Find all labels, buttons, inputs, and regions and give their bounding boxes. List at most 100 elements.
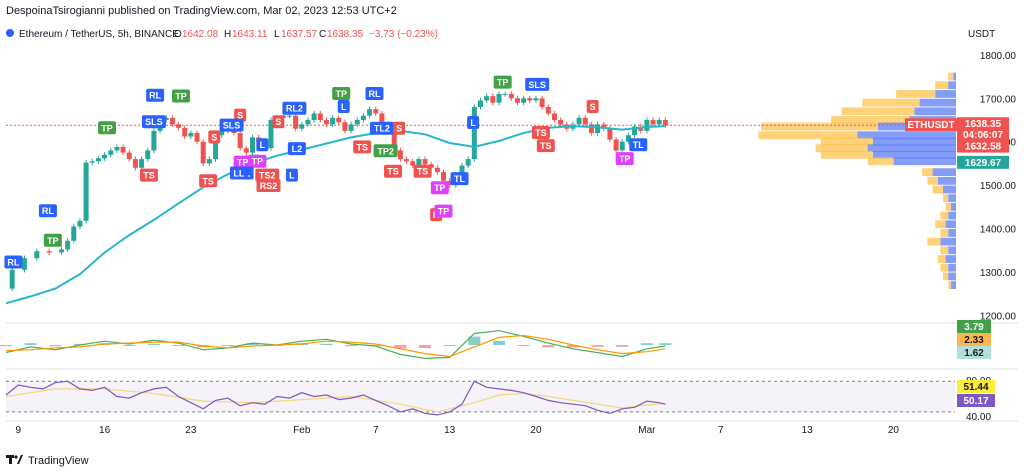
signal-marker[interactable]: TP xyxy=(172,89,191,103)
signal-marker[interactable]: TS2 xyxy=(255,168,280,182)
signal-marker[interactable]: TP xyxy=(248,154,267,168)
signal-marker[interactable]: L xyxy=(337,99,350,113)
signal-marker[interactable]: TS xyxy=(413,164,432,178)
candle[interactable] xyxy=(496,93,502,103)
candle[interactable] xyxy=(77,220,83,227)
candle[interactable] xyxy=(169,117,175,125)
candle[interactable] xyxy=(502,93,508,95)
candle[interactable] xyxy=(194,133,200,142)
candle[interactable] xyxy=(65,240,71,250)
candle[interactable] xyxy=(373,109,379,114)
macd-pane[interactable]: 3.79 2.33 1.62 xyxy=(0,320,991,360)
candle[interactable] xyxy=(447,180,453,186)
candle[interactable] xyxy=(632,126,638,136)
signal-marker[interactable]: TP xyxy=(430,181,449,195)
candle[interactable] xyxy=(305,120,311,125)
candle[interactable] xyxy=(21,258,27,270)
candle[interactable] xyxy=(588,124,594,134)
signal-marker[interactable]: TS xyxy=(531,126,550,140)
candle[interactable] xyxy=(638,126,644,131)
signal-marker[interactable]: TP xyxy=(493,75,512,89)
signal-marker[interactable]: SLS xyxy=(219,118,244,132)
signal-marker[interactable]: RL xyxy=(146,88,165,102)
candle[interactable] xyxy=(237,133,243,149)
signal-marker[interactable]: TP xyxy=(615,152,634,166)
candle[interactable] xyxy=(471,106,477,160)
candle[interactable] xyxy=(650,120,656,125)
candle[interactable] xyxy=(558,120,564,125)
candle[interactable] xyxy=(576,117,582,125)
signal-marker[interactable]: S xyxy=(208,130,221,144)
candle[interactable] xyxy=(46,251,52,253)
candle[interactable] xyxy=(9,269,15,289)
candle[interactable] xyxy=(490,96,496,103)
candle[interactable] xyxy=(625,135,631,142)
candle[interactable] xyxy=(539,98,545,107)
candle[interactable] xyxy=(200,141,206,164)
candle[interactable] xyxy=(151,130,157,151)
candle[interactable] xyxy=(379,113,385,125)
signal-marker[interactable]: TP xyxy=(434,204,453,218)
candle[interactable] xyxy=(465,159,471,166)
candle[interactable] xyxy=(249,137,255,153)
candle[interactable] xyxy=(404,159,410,162)
candle[interactable] xyxy=(662,120,668,126)
signal-marker[interactable]: TP2 xyxy=(373,144,398,158)
candle[interactable] xyxy=(89,161,95,163)
signal-marker[interactable]: SLS xyxy=(141,115,166,129)
signal-marker[interactable]: TS xyxy=(353,140,372,154)
candle[interactable] xyxy=(410,161,416,166)
candle[interactable] xyxy=(206,159,212,164)
signal-marker[interactable]: TP xyxy=(332,86,351,100)
candle[interactable] xyxy=(607,128,613,140)
candle[interactable] xyxy=(434,167,440,173)
candle[interactable] xyxy=(108,150,114,155)
signal-marker[interactable]: S xyxy=(586,99,599,113)
signal-marker[interactable]: LL xyxy=(229,166,248,180)
candle[interactable] xyxy=(367,109,373,116)
signal-marker[interactable]: L xyxy=(467,116,480,130)
signal-marker[interactable]: TL2 xyxy=(369,121,394,135)
candle[interactable] xyxy=(293,115,299,129)
candle[interactable] xyxy=(317,113,323,121)
signal-marker[interactable]: TP xyxy=(43,233,62,247)
candle[interactable] xyxy=(644,120,650,131)
candle[interactable] xyxy=(336,117,342,123)
signal-marker[interactable]: TL xyxy=(450,172,469,186)
candle[interactable] xyxy=(120,146,126,153)
candle[interactable] xyxy=(514,98,520,103)
candle[interactable] xyxy=(323,120,329,125)
candle[interactable] xyxy=(132,159,138,168)
signal-marker[interactable]: TS xyxy=(199,174,218,188)
candle[interactable] xyxy=(582,117,588,125)
candle[interactable] xyxy=(311,113,317,121)
candle[interactable] xyxy=(219,130,225,136)
candle[interactable] xyxy=(126,152,132,160)
candle[interactable] xyxy=(422,159,428,165)
signal-marker[interactable]: TP xyxy=(98,121,117,135)
candle[interactable] xyxy=(484,96,490,101)
signal-marker[interactable]: RL xyxy=(4,255,23,269)
tradingview-logo[interactable]: TradingView xyxy=(6,455,89,467)
candle[interactable] xyxy=(545,106,551,114)
signal-marker[interactable]: RL xyxy=(38,204,57,218)
signal-marker[interactable]: RL xyxy=(365,86,384,100)
candle[interactable] xyxy=(656,120,662,125)
candle[interactable] xyxy=(330,117,336,125)
candle[interactable] xyxy=(145,150,151,160)
candle[interactable] xyxy=(601,124,607,129)
candle[interactable] xyxy=(102,154,108,159)
candle[interactable] xyxy=(176,124,182,128)
signal-marker[interactable]: RS2 xyxy=(256,179,281,193)
signal-marker[interactable]: S xyxy=(393,121,406,135)
candle[interactable] xyxy=(188,133,194,137)
candle[interactable] xyxy=(527,98,533,101)
signal-marker[interactable]: L xyxy=(256,138,269,152)
candle[interactable] xyxy=(268,120,274,149)
signal-marker[interactable]: L xyxy=(285,168,298,182)
candle[interactable] xyxy=(459,165,465,177)
signal-marker[interactable]: TS xyxy=(139,168,158,182)
candle[interactable] xyxy=(551,113,557,121)
candle[interactable] xyxy=(416,159,422,166)
